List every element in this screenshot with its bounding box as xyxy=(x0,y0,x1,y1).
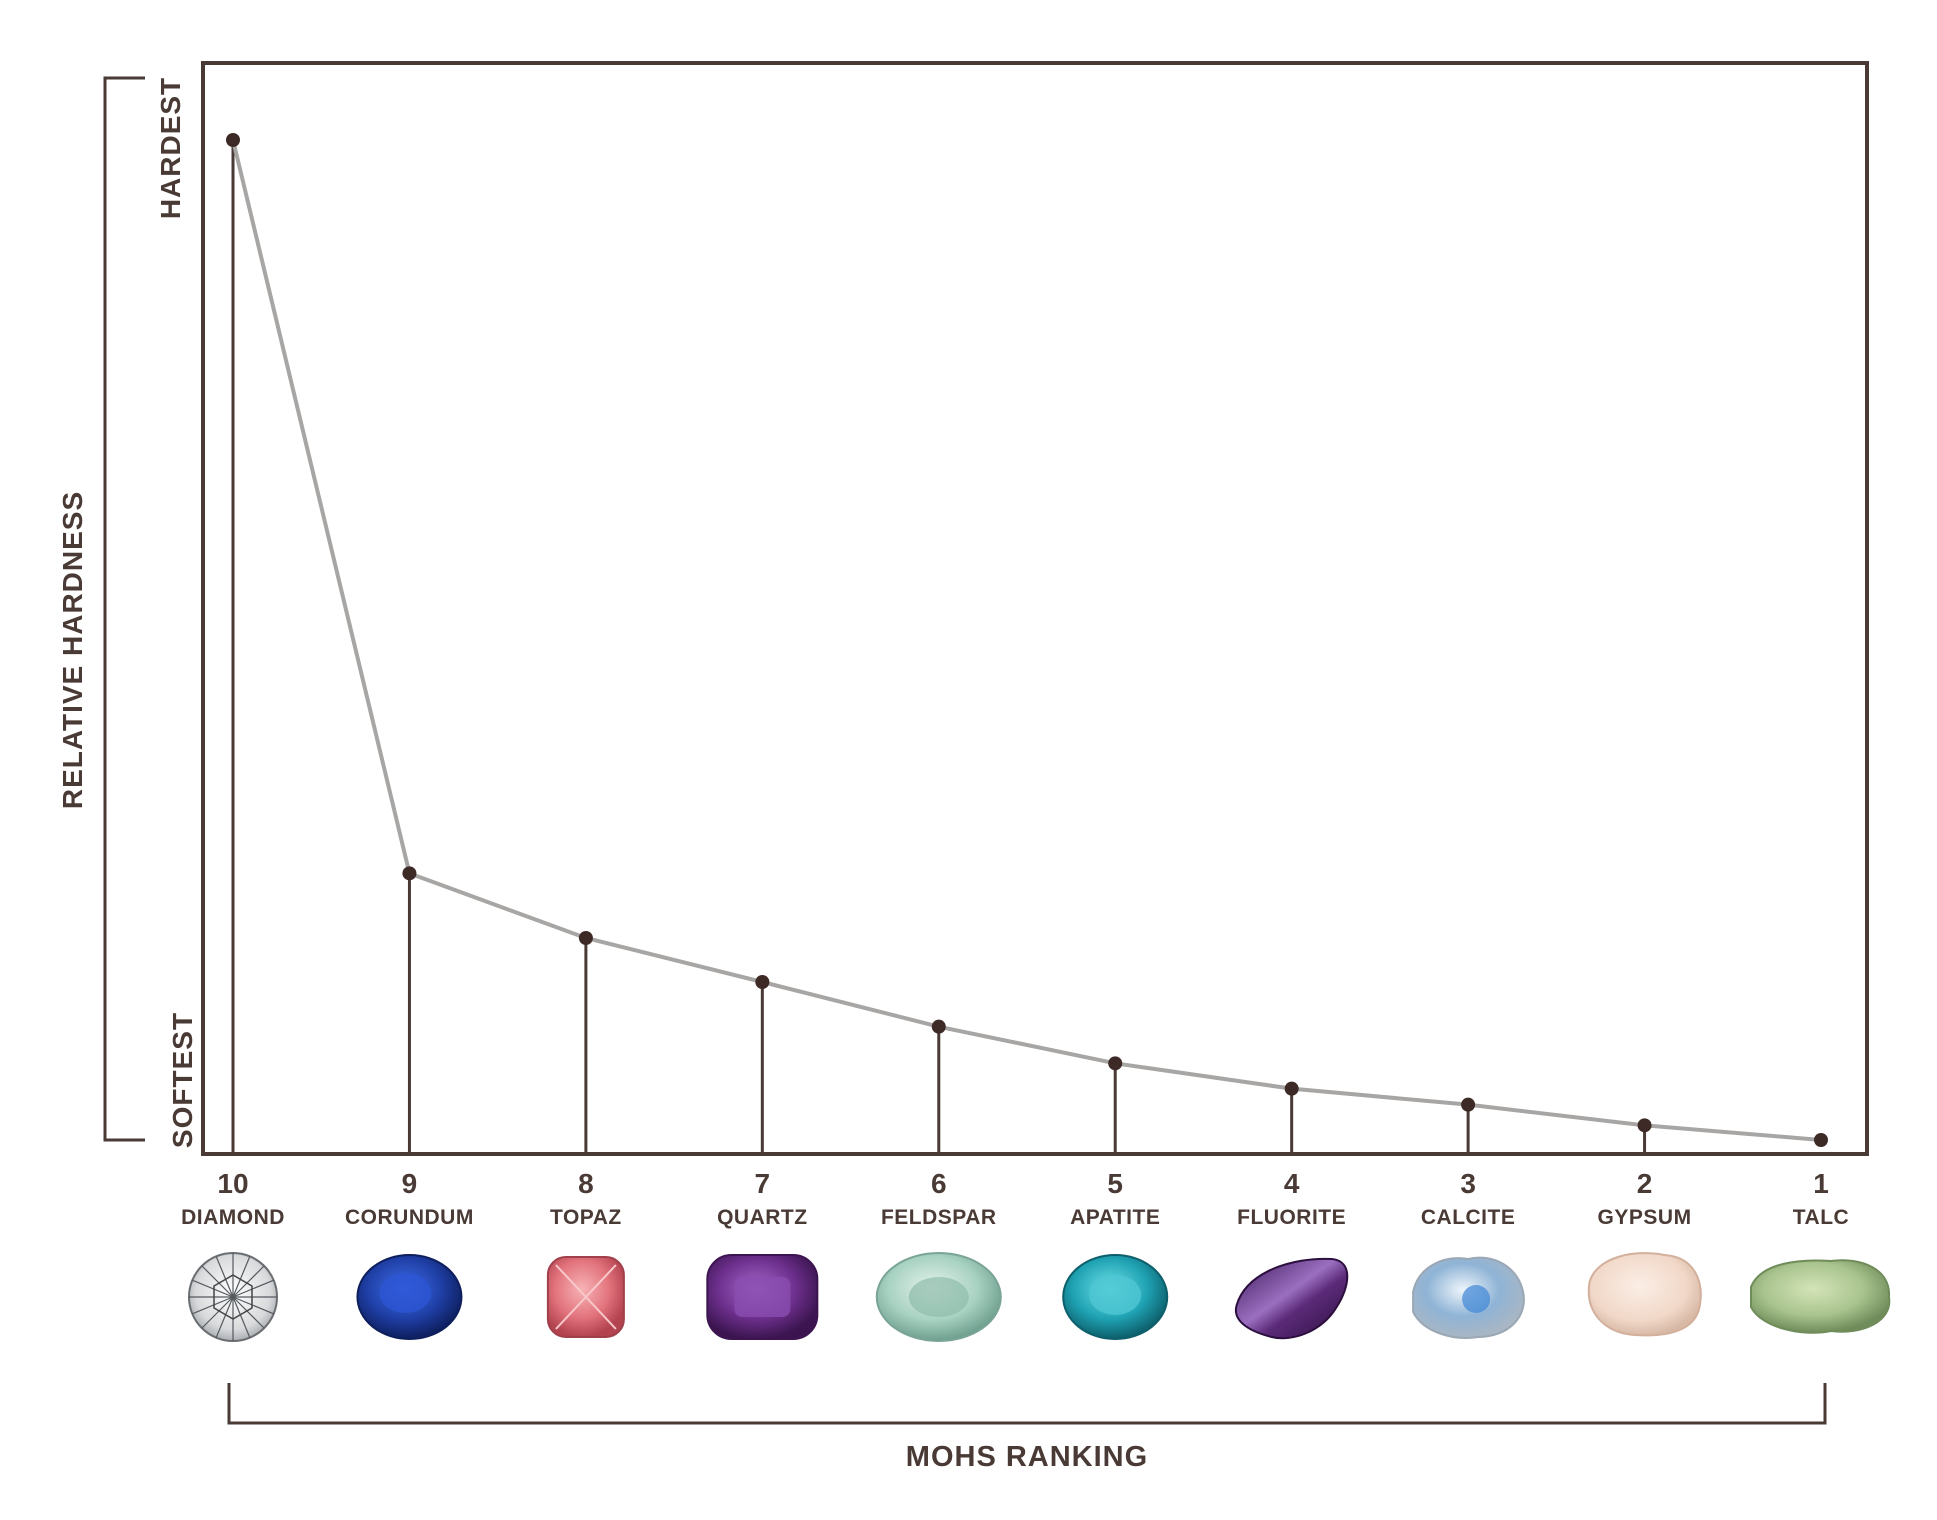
tick-rank-gypsum: 2 xyxy=(1637,1168,1653,1199)
tick-rank-apatite: 5 xyxy=(1107,1168,1123,1199)
amethyst-gem-icon xyxy=(706,1254,819,1340)
tick-rank-quartz: 7 xyxy=(755,1168,771,1199)
point-feldspar xyxy=(931,1019,946,1034)
talc-rock-icon xyxy=(1750,1259,1891,1334)
point-apatite xyxy=(1108,1056,1123,1071)
stems-layer xyxy=(231,140,1647,1154)
plot-frame xyxy=(201,61,1869,1156)
tick-mineral-topaz: TOPAZ xyxy=(550,1206,622,1229)
tick-mineral-talc: TALC xyxy=(1793,1206,1849,1229)
apatite-gem-icon xyxy=(1062,1254,1169,1340)
gem-icons-layer xyxy=(188,1252,1891,1342)
y-axis-label: RELATIVE HARDNESS xyxy=(57,491,88,809)
tick-mineral-diamond: DIAMOND xyxy=(181,1206,285,1229)
tick-rank-topaz: 8 xyxy=(578,1168,594,1199)
tick-rank-calcite: 3 xyxy=(1460,1168,1476,1199)
point-fluorite xyxy=(1284,1081,1299,1096)
tick-mineral-fluorite: FLUORITE xyxy=(1237,1206,1346,1229)
hardness-line xyxy=(231,139,1822,1142)
tick-mineral-gypsum: GYPSUM xyxy=(1598,1206,1692,1229)
point-diamond xyxy=(226,133,240,147)
tick-labels-layer: 10 DIAMOND 9 CORUNDUM 8 TOPAZ 7 QUARTZ 6 FELDSPAR… xyxy=(181,1168,1849,1229)
point-topaz xyxy=(578,931,593,945)
sapphire-gem-icon xyxy=(356,1254,463,1340)
tick-rank-fluorite: 4 xyxy=(1284,1168,1300,1199)
calcite-rock-icon xyxy=(1412,1256,1525,1339)
points-layer xyxy=(226,133,1828,1147)
y-top-label: HARDEST xyxy=(155,77,186,219)
tick-mineral-corundum: CORUNDUM xyxy=(345,1206,474,1229)
tick-mineral-quartz: QUARTZ xyxy=(717,1206,808,1229)
tick-rank-diamond: 10 xyxy=(217,1168,248,1199)
tick-mineral-apatite: APATITE xyxy=(1070,1206,1160,1229)
point-calcite xyxy=(1461,1097,1476,1112)
pink-topaz-gem-icon xyxy=(546,1256,625,1338)
point-talc xyxy=(1814,1133,1828,1147)
tick-mineral-calcite: CALCITE xyxy=(1421,1206,1516,1229)
tick-rank-talc: 1 xyxy=(1813,1168,1829,1199)
point-quartz xyxy=(755,975,770,989)
tick-rank-corundum: 9 xyxy=(402,1168,418,1199)
feldspar-gem-icon xyxy=(875,1252,1002,1342)
y-bottom-label: SOFTEST xyxy=(167,1012,198,1148)
gypsum-rock-icon xyxy=(1587,1252,1702,1337)
fluorite-stone-icon xyxy=(1234,1257,1349,1340)
x-axis-bracket xyxy=(227,1383,1827,1425)
point-corundum xyxy=(402,866,417,881)
diamond-gem-icon xyxy=(188,1252,278,1342)
tick-mineral-feldspar: FELDSPAR xyxy=(881,1206,997,1229)
y-axis-bracket xyxy=(103,76,145,1142)
point-gypsum xyxy=(1637,1118,1652,1133)
tick-rank-feldspar: 6 xyxy=(931,1168,947,1199)
x-axis-label: MOHS RANKING xyxy=(906,1441,1148,1473)
